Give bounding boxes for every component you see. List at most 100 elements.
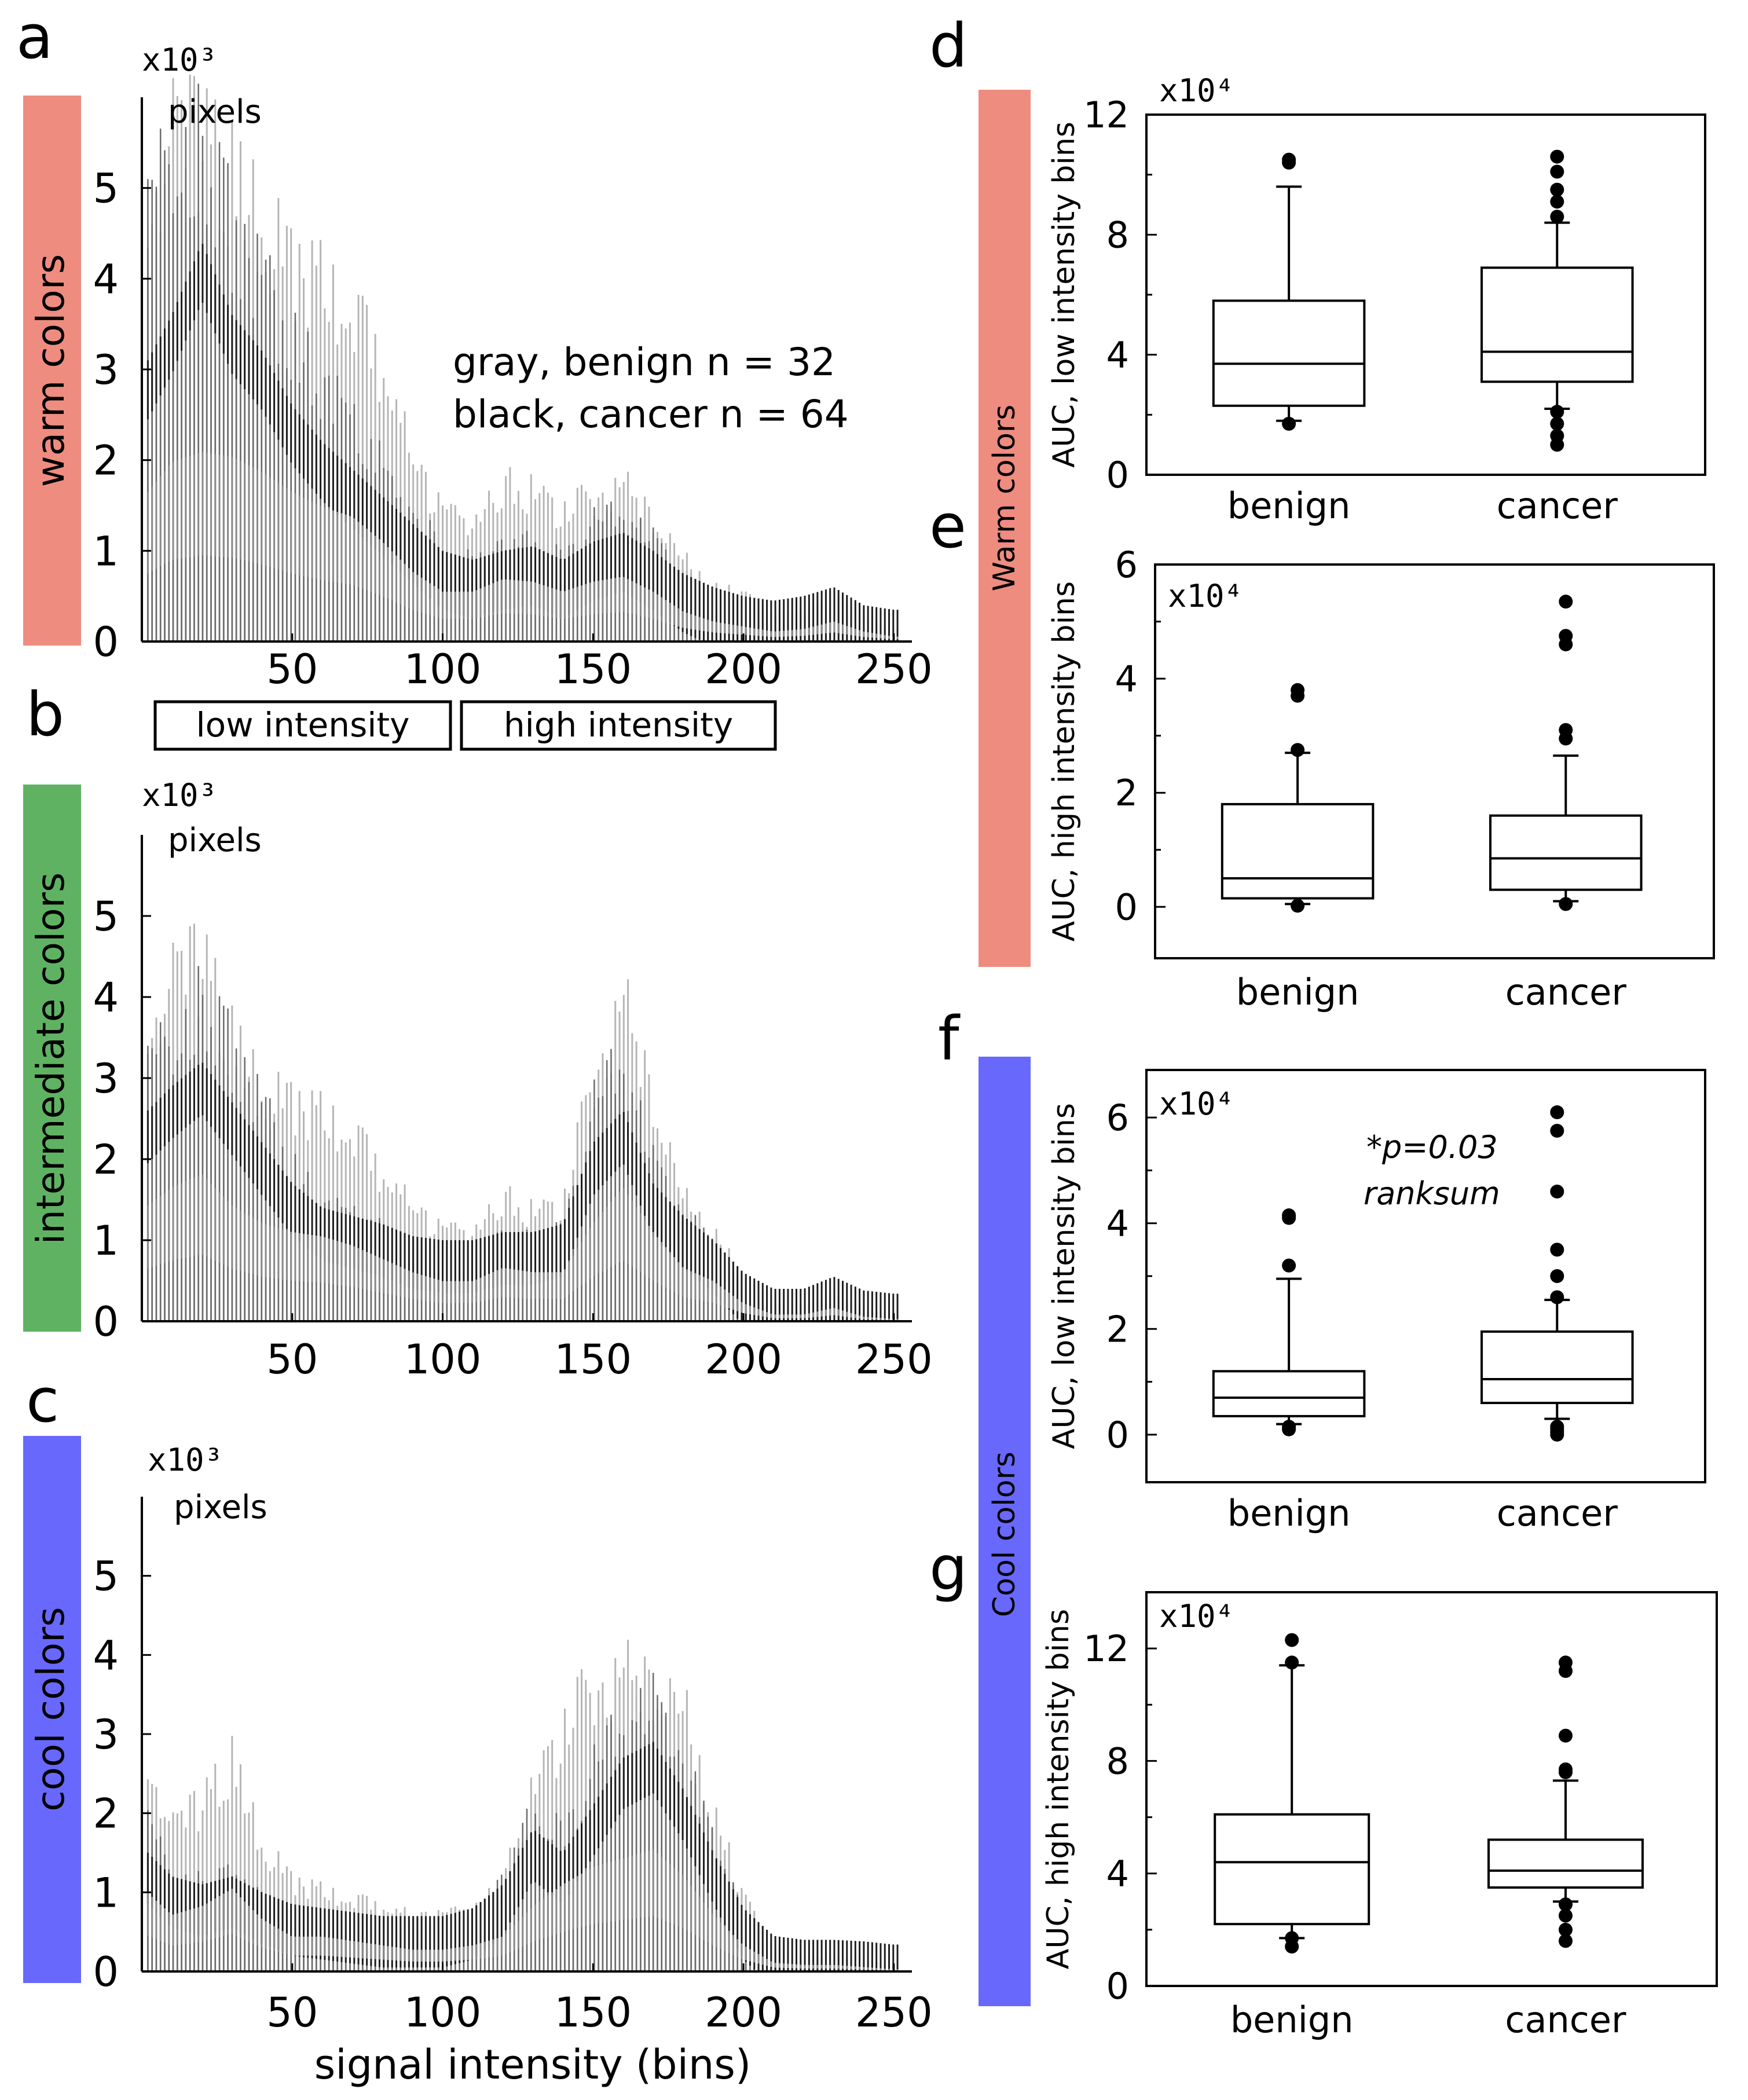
outlier-point xyxy=(1550,164,1564,179)
outlier-point xyxy=(1291,743,1305,757)
box-benign xyxy=(1214,1633,1370,1954)
side-label-intermediate: intermediate colors xyxy=(28,873,73,1245)
y-tick-label: 0 xyxy=(93,618,119,666)
x-axis-label: signal intensity (bins) xyxy=(314,2041,751,2088)
box-cancer xyxy=(1487,1655,1644,1948)
y-axis-label: AUC, high intensity bins xyxy=(1041,1609,1076,1969)
scale-label: x10⁴ xyxy=(1159,1598,1234,1634)
category-label: benign xyxy=(1227,1492,1351,1534)
y-tick-label: 0 xyxy=(93,1298,119,1346)
y-axis-label: pixels xyxy=(168,93,262,131)
y-axis-label: pixels xyxy=(174,1489,267,1526)
outlier-point xyxy=(1291,683,1305,697)
iqr-box xyxy=(1487,1838,1644,1889)
iqr-box xyxy=(1212,1370,1366,1417)
outlier-point xyxy=(1285,1655,1299,1670)
y-axis-label: pixels xyxy=(168,822,262,859)
side-bar-cool xyxy=(23,1436,81,1983)
outlier-point xyxy=(1550,405,1564,419)
outlier-point xyxy=(1558,1934,1573,1948)
y-tick-label: 3 xyxy=(93,346,119,394)
outlier-point xyxy=(1550,1269,1564,1283)
y-tick-label: 1 xyxy=(93,1869,119,1916)
box-cancer xyxy=(1489,595,1643,911)
scale-label: x10³ xyxy=(148,1442,223,1478)
outlier-point xyxy=(1282,152,1296,167)
outlier-point xyxy=(1550,1290,1564,1304)
outlier-point xyxy=(1282,1420,1296,1434)
scale-label: x10⁴ xyxy=(1159,1086,1234,1122)
y-tick-label: 12 xyxy=(1083,94,1129,136)
outlier-point xyxy=(1550,428,1564,443)
x-tick-label: 200 xyxy=(705,646,782,693)
iqr-box xyxy=(1221,802,1375,900)
panel-letter-g: g xyxy=(929,1533,968,1604)
outlier-point xyxy=(1558,1762,1573,1776)
x-tick-label: 200 xyxy=(705,1336,782,1383)
histogram-b-bars xyxy=(146,923,899,1321)
panel-letter-a: a xyxy=(16,2,53,72)
y-tick-label: 12 xyxy=(1083,1628,1129,1670)
scale-label: x10³ xyxy=(142,777,217,813)
outlier-point xyxy=(1550,1420,1564,1434)
side-bar-warm-right xyxy=(979,90,1031,967)
outlier-point xyxy=(1558,1728,1573,1743)
panel-letter-f: f xyxy=(938,1003,961,1074)
outlier-point xyxy=(1550,1184,1564,1199)
high-intensity-label: high intensity xyxy=(504,705,733,745)
histogram-a-bars xyxy=(146,74,899,642)
x-tick-label: 200 xyxy=(705,1989,782,2036)
y-tick-label: 0 xyxy=(1106,454,1129,496)
plot-frame xyxy=(1154,563,1715,959)
boxplot-f: 0 2 4 6 x10⁴ AUC, low intensity bins benign can… xyxy=(1047,1069,1706,1534)
y-tick-label: 5 xyxy=(93,165,119,212)
outlier-point xyxy=(1558,1922,1573,1937)
outlier-point xyxy=(1558,1897,1573,1912)
y-tick-label: 4 xyxy=(93,974,119,1021)
y-tick-label: 8 xyxy=(1106,1740,1129,1782)
y-tick-label: 3 xyxy=(93,1711,119,1758)
legend-cancer: black, cancer n = 64 xyxy=(453,392,849,437)
y-tick-label: 1 xyxy=(93,1217,119,1265)
histogram-a: 0 1 2 3 4 5 50 100 150 200 250 x10³ pixels xyxy=(93,42,932,693)
y-axis-label: AUC, low intensity bins xyxy=(1047,122,1082,468)
side-label-cool: cool colors xyxy=(28,1607,73,1811)
y-tick-label: 4 xyxy=(1115,658,1138,700)
y-tick-label: 0 xyxy=(1106,1414,1129,1456)
y-tick-label: 2 xyxy=(93,437,119,485)
outlier-point xyxy=(1282,1258,1296,1273)
category-label: benign xyxy=(1227,485,1351,527)
x-tick-label: 50 xyxy=(266,1989,318,2036)
outlier-point xyxy=(1558,1655,1573,1670)
outlier-point xyxy=(1559,897,1573,911)
category-label: benign xyxy=(1236,971,1359,1013)
y-tick-label: 3 xyxy=(93,1055,119,1102)
y-tick-label: 2 xyxy=(1115,772,1138,814)
x-tick-label: 150 xyxy=(554,1336,632,1383)
y-tick-label: 6 xyxy=(1106,1097,1129,1139)
y-tick-label: 4 xyxy=(1106,334,1129,376)
outlier-point xyxy=(1285,1931,1299,1945)
y-tick-label: 4 xyxy=(1106,1853,1129,1895)
y-tick-label: 6 xyxy=(1115,544,1138,586)
outlier-point xyxy=(1550,1105,1564,1120)
x-tick-label: 150 xyxy=(554,646,632,693)
high-intensity-box xyxy=(460,700,777,751)
y-tick-label: 2 xyxy=(93,1136,119,1183)
iqr-box xyxy=(1214,1813,1370,1926)
box-benign xyxy=(1221,683,1375,913)
x-tick-label: 100 xyxy=(404,1989,482,2036)
iqr-box xyxy=(1489,814,1643,891)
outlier-point xyxy=(1559,629,1573,643)
scale-label: x10⁴ xyxy=(1168,578,1243,614)
x-tick-label: 50 xyxy=(266,1336,318,1383)
p-value: *p=0.03 xyxy=(1366,1129,1498,1166)
iqr-box xyxy=(1481,1330,1634,1405)
outlier-point xyxy=(1291,899,1305,913)
panel-letter-e: e xyxy=(929,491,966,562)
outlier-point xyxy=(1559,595,1573,609)
y-tick-label: 2 xyxy=(1106,1308,1129,1350)
test-name: ranksum xyxy=(1364,1175,1500,1212)
x-tick-label: 100 xyxy=(404,1336,482,1383)
panel-letter-b: b xyxy=(26,679,64,750)
